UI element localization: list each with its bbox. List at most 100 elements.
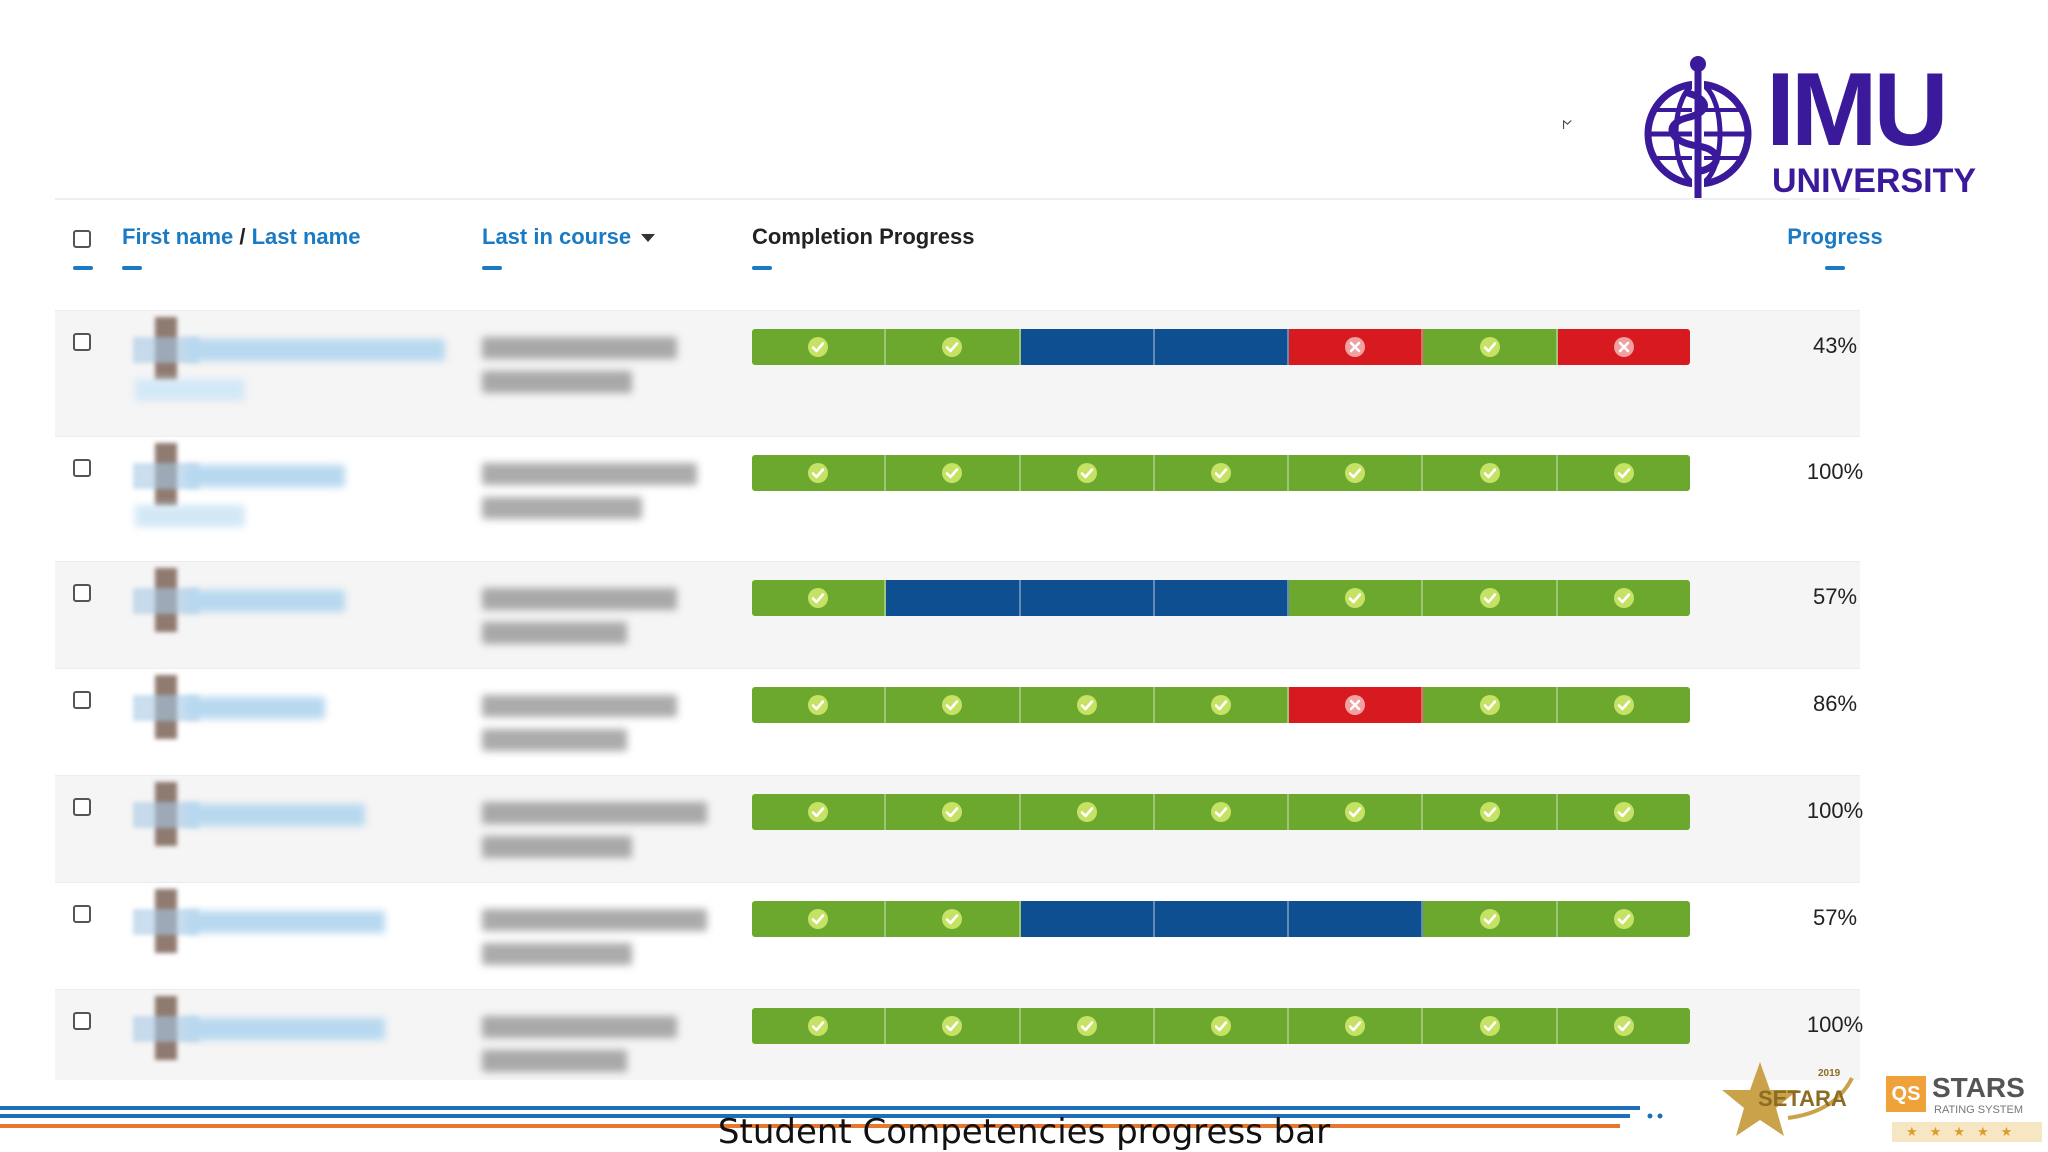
- completion-progress-bar: [752, 1008, 1690, 1044]
- progress-segment-complete[interactable]: [886, 901, 1021, 937]
- progress-segment-pending[interactable]: [1154, 901, 1290, 937]
- sort-first-name-link[interactable]: First name: [122, 224, 234, 249]
- slide-caption: Student Competencies progress bar: [717, 1112, 1331, 1152]
- progress-segment-complete[interactable]: [1423, 901, 1558, 937]
- last-access-date: [482, 463, 697, 485]
- progress-segment-complete[interactable]: [1423, 329, 1558, 365]
- check-icon: [1613, 463, 1634, 483]
- progress-segment-complete[interactable]: [1557, 794, 1690, 830]
- progress-segment-complete[interactable]: [1557, 901, 1690, 937]
- participant-name-continued: [135, 379, 245, 401]
- progress-segment-complete[interactable]: [752, 687, 887, 723]
- setara-label: SETARA: [1758, 1086, 1847, 1111]
- progress-segment-complete[interactable]: [752, 794, 887, 830]
- table-body: 43% 100% 57% 86% 100% 57% 100%: [55, 310, 1863, 1080]
- progress-segment-pending[interactable]: [1020, 580, 1155, 616]
- progress-percent: 100%: [1806, 1012, 1864, 1037]
- progress-segment-complete[interactable]: [752, 455, 887, 491]
- setara-star-icon: [1722, 1062, 1854, 1136]
- progress-segment-complete[interactable]: [886, 329, 1021, 365]
- progress-segment-complete[interactable]: [752, 1008, 887, 1044]
- participant-name-link[interactable]: [185, 697, 325, 719]
- progress-percent: 57%: [1812, 905, 1858, 930]
- row-select-checkbox[interactable]: [73, 584, 91, 602]
- progress-segment-complete[interactable]: [1557, 687, 1690, 723]
- participant-name-link[interactable]: [185, 590, 345, 612]
- participant-name-link[interactable]: [185, 339, 445, 361]
- check-icon: [1613, 909, 1634, 929]
- sort-last-name-link[interactable]: Last name: [251, 224, 361, 249]
- progress-segment-complete[interactable]: [1423, 455, 1558, 491]
- progress-segment-complete[interactable]: [1154, 687, 1290, 723]
- logo-wordmark: IMU: [1766, 52, 1949, 168]
- progress-segment-failed[interactable]: [1289, 329, 1424, 365]
- progress-segment-complete[interactable]: [752, 329, 887, 365]
- row-select-checkbox[interactable]: [73, 1012, 91, 1030]
- progress-segment-failed[interactable]: [1557, 329, 1690, 365]
- row-select-checkbox[interactable]: [73, 459, 91, 477]
- select-all-checkbox[interactable]: [73, 230, 91, 248]
- row-select-checkbox[interactable]: [73, 905, 91, 923]
- participant-name-link[interactable]: [185, 465, 345, 487]
- stars-sublabel: RATING SYSTEM: [1934, 1104, 2024, 1116]
- check-icon: [808, 463, 829, 483]
- progress-segment-pending[interactable]: [1154, 329, 1290, 365]
- last-access-time: [482, 729, 627, 751]
- last-access-date: [482, 802, 707, 824]
- progress-segment-complete[interactable]: [752, 901, 887, 937]
- progress-segment-complete[interactable]: [886, 1008, 1021, 1044]
- progress-segment-complete[interactable]: [1289, 580, 1424, 616]
- progress-segment-complete[interactable]: [1154, 794, 1290, 830]
- progress-segment-complete[interactable]: [1020, 794, 1155, 830]
- progress-segment-pending[interactable]: [1289, 901, 1424, 937]
- progress-segment-complete[interactable]: [1020, 687, 1155, 723]
- footer-stripes: [0, 1106, 1663, 1128]
- check-icon: [1613, 802, 1634, 822]
- progress-segment-complete[interactable]: [1423, 687, 1558, 723]
- progress-segment-pending[interactable]: [1020, 901, 1155, 937]
- progress-segment-complete[interactable]: [1557, 580, 1690, 616]
- progress-segment-pending[interactable]: [886, 580, 1021, 616]
- check-icon: [1479, 463, 1500, 483]
- progress-segment-complete[interactable]: [886, 455, 1021, 491]
- progress-segment-complete[interactable]: [1154, 1008, 1290, 1044]
- check-icon: [808, 909, 829, 929]
- progress-segment-complete[interactable]: [1154, 455, 1290, 491]
- progress-segment-complete[interactable]: [1289, 794, 1424, 830]
- last-in-course-header[interactable]: Last in course: [482, 224, 656, 250]
- progress-segment-complete[interactable]: [1557, 1008, 1690, 1044]
- progress-segment-failed[interactable]: [1289, 687, 1424, 723]
- check-icon: [1613, 695, 1634, 715]
- participant-name-link[interactable]: [185, 911, 385, 933]
- cross-icon: [1613, 337, 1634, 357]
- progress-segment-complete[interactable]: [752, 580, 887, 616]
- last-access-date: [482, 337, 677, 359]
- participant-name-link[interactable]: [185, 804, 365, 826]
- check-icon: [942, 695, 963, 715]
- row-select-checkbox[interactable]: [73, 333, 91, 351]
- select-all-underline: [73, 266, 93, 270]
- progress-segment-complete[interactable]: [1423, 1008, 1558, 1044]
- progress-segment-complete[interactable]: [1020, 455, 1155, 491]
- last-access-time: [482, 622, 627, 644]
- row-select-checkbox[interactable]: [73, 691, 91, 709]
- progress-segment-complete[interactable]: [886, 794, 1021, 830]
- table-row: 86%: [55, 668, 1860, 775]
- progress-segment-complete[interactable]: [1020, 1008, 1155, 1044]
- progress-segment-complete[interactable]: [886, 687, 1021, 723]
- check-icon: [1076, 1016, 1097, 1036]
- participant-name-link[interactable]: [185, 1018, 385, 1040]
- progress-segment-complete[interactable]: [1423, 794, 1558, 830]
- progress-segment-complete[interactable]: [1289, 455, 1424, 491]
- check-icon: [1345, 802, 1366, 822]
- check-icon: [942, 337, 963, 357]
- progress-segment-pending[interactable]: [1154, 580, 1290, 616]
- progress-segment-complete[interactable]: [1289, 1008, 1424, 1044]
- progress-segment-pending[interactable]: [1020, 329, 1155, 365]
- progress-header[interactable]: Progress: [1787, 224, 1883, 249]
- row-select-checkbox[interactable]: [73, 798, 91, 816]
- progress-segment-complete[interactable]: [1557, 455, 1690, 491]
- progress-segment-complete[interactable]: [1423, 580, 1558, 616]
- logo-subtitle: UNIVERSITY: [1772, 162, 1977, 200]
